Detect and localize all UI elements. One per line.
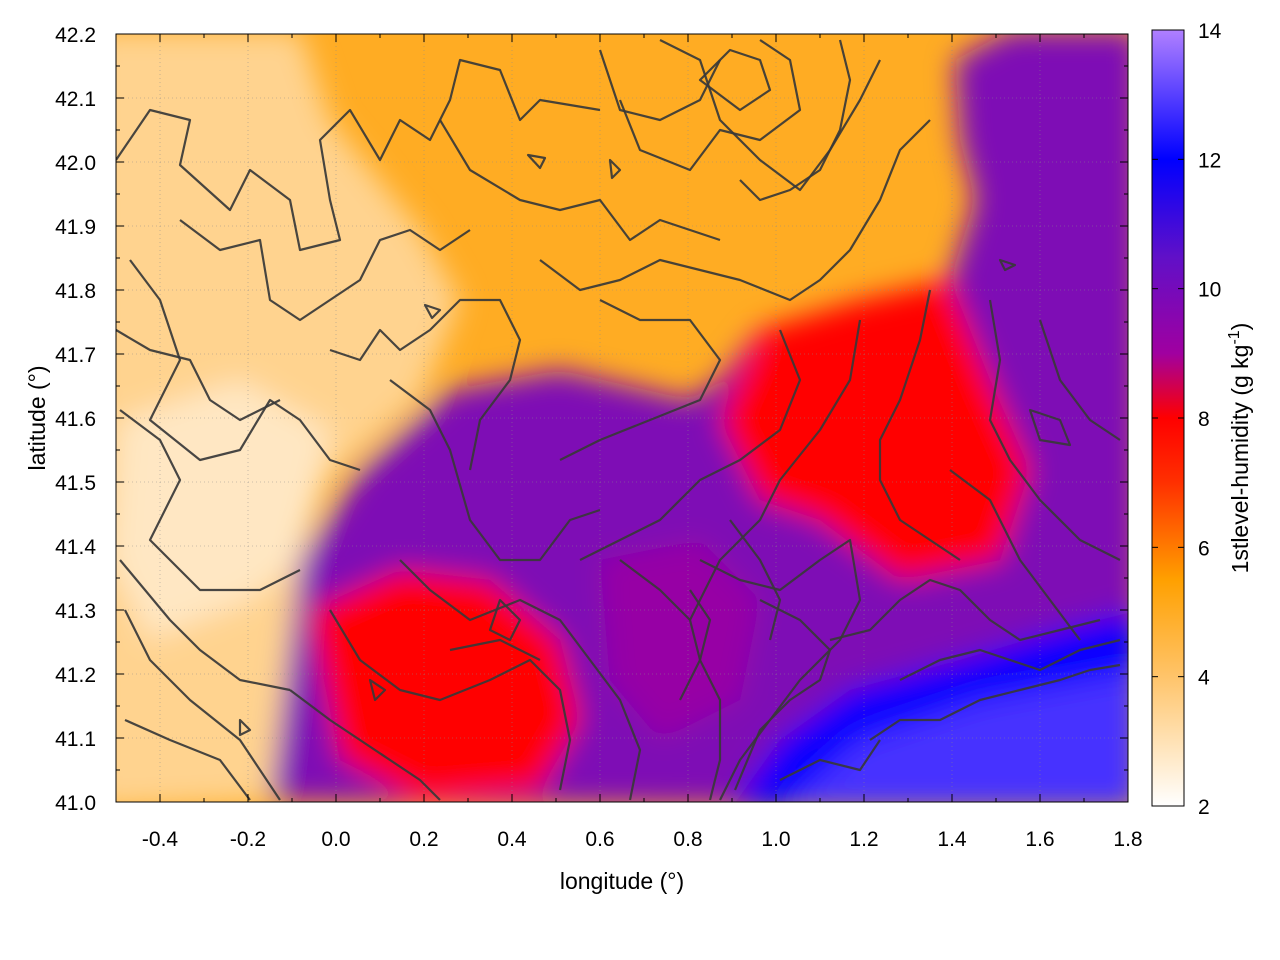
colorbar-tick-label: 8 [1198, 408, 1210, 431]
x-axis-title: longitude (°) [560, 868, 684, 894]
colorbar-tick-label: 2 [1198, 796, 1210, 819]
region-pre-coastal-mid [600, 540, 760, 740]
contour-line [116, 329, 281, 422]
contour-line [389, 379, 601, 562]
contour-line [129, 259, 361, 472]
colorbar-tick-label: 4 [1198, 667, 1210, 690]
x-tick-label: 0.8 [673, 828, 702, 851]
x-tick-label: 1.4 [937, 828, 967, 851]
contour-line [238, 718, 252, 737]
colorbar-tick-label: 6 [1198, 537, 1210, 560]
y-tick-label: 41.4 [55, 536, 96, 559]
y-axis: 41.0 41.1 41.2 41.3 41.4 41.5 41.6 41.7 41.8 41.9… [55, 24, 1128, 815]
x-tick-label: 1.6 [1025, 828, 1054, 851]
contour-line [878, 289, 961, 561]
contour-line [423, 303, 442, 320]
contour-line [733, 599, 832, 791]
contour-line [526, 153, 547, 170]
colorbar-tick-label: 12 [1198, 149, 1221, 172]
y-tick-label: 41.0 [55, 792, 96, 815]
region-sea [789, 672, 1128, 802]
contour-line [116, 58, 601, 252]
contour-line [679, 589, 712, 701]
colorbar-title-end: ) [1227, 323, 1253, 331]
contour-line [699, 538, 862, 801]
y-tick-label: 41.2 [55, 664, 96, 687]
contour-line [179, 219, 471, 322]
contour-line [579, 329, 802, 561]
contour-line [329, 609, 572, 791]
contour-line [289, 689, 441, 801]
contour-line [779, 739, 881, 781]
y-tick-label: 41.5 [55, 472, 96, 495]
contour-line [124, 609, 281, 801]
y-tick-label: 41.7 [55, 344, 96, 367]
contour-line [659, 39, 881, 192]
contour-line [329, 298, 522, 471]
y-tick-label: 41.9 [55, 216, 96, 239]
contour-line [119, 409, 301, 592]
contour-line [869, 663, 1121, 741]
contour-line [439, 119, 721, 242]
y-tick-label: 41.3 [55, 600, 96, 623]
y-tick-label: 42.1 [55, 88, 96, 111]
colorbar-axis: 2 4 6 8 10 12 14 [1152, 20, 1222, 819]
contour-line [949, 469, 1081, 641]
terrain-contours [116, 39, 1121, 801]
colorbar-title-main: 1stlevel-humidity (g kg [1227, 345, 1253, 574]
x-tick-label: 1.2 [849, 828, 878, 851]
y-tick-label: 42.0 [55, 152, 96, 175]
contour-line [829, 578, 1101, 642]
contour-line [729, 519, 782, 641]
colorbar-title: 1stlevel-humidity (g kg-1) [1226, 323, 1253, 574]
contour-line [698, 48, 772, 112]
region-dry-core [116, 380, 330, 640]
contour-line [488, 598, 522, 642]
y-tick-label: 42.2 [55, 24, 96, 47]
contour-line [119, 559, 291, 692]
contour-line [399, 559, 642, 801]
y-tick-label: 41.6 [55, 408, 96, 431]
colorbar-title-superscript: -1 [1226, 330, 1243, 344]
x-tick-label: 0.4 [497, 828, 527, 851]
x-tick-label: -0.4 [142, 828, 179, 851]
y-tick-label: 41.8 [55, 280, 96, 303]
contour-line [368, 678, 387, 702]
contour-line [739, 39, 852, 202]
x-tick-label: 0.0 [321, 828, 350, 851]
contour-line [998, 258, 1017, 272]
x-tick-label: 0.2 [409, 828, 438, 851]
x-axis: -0.4 -0.2 0.0 0.2 0.4 0.6 0.8 1.0 1.2 1.4 1.6 1.8 [115, 34, 1143, 851]
contour-line [1028, 408, 1072, 447]
contour-line [1038, 319, 1121, 441]
x-tick-label: 1.8 [1113, 828, 1142, 851]
contour-line [689, 319, 862, 621]
contour-line [449, 638, 541, 661]
x-tick-label: 1.0 [761, 828, 790, 851]
contour-line [124, 718, 251, 801]
contour-line [608, 158, 622, 180]
y-axis-title: latitude (°) [24, 365, 50, 470]
y-tick-label: 41.1 [55, 728, 96, 751]
region-coastal-plain-east [720, 280, 1030, 580]
contour-line [899, 638, 1121, 681]
region-coastal-plain-west [310, 570, 580, 800]
colorbar-tick-label: 10 [1198, 279, 1221, 302]
x-tick-label: 0.6 [585, 828, 614, 851]
contour-line [539, 119, 931, 302]
contour-line [559, 299, 722, 461]
colorbar-tick-label: 14 [1198, 20, 1222, 43]
contour-line [618, 39, 802, 172]
contour-line [988, 299, 1121, 561]
contour-line [598, 49, 721, 122]
x-tick-label: -0.2 [230, 828, 266, 851]
